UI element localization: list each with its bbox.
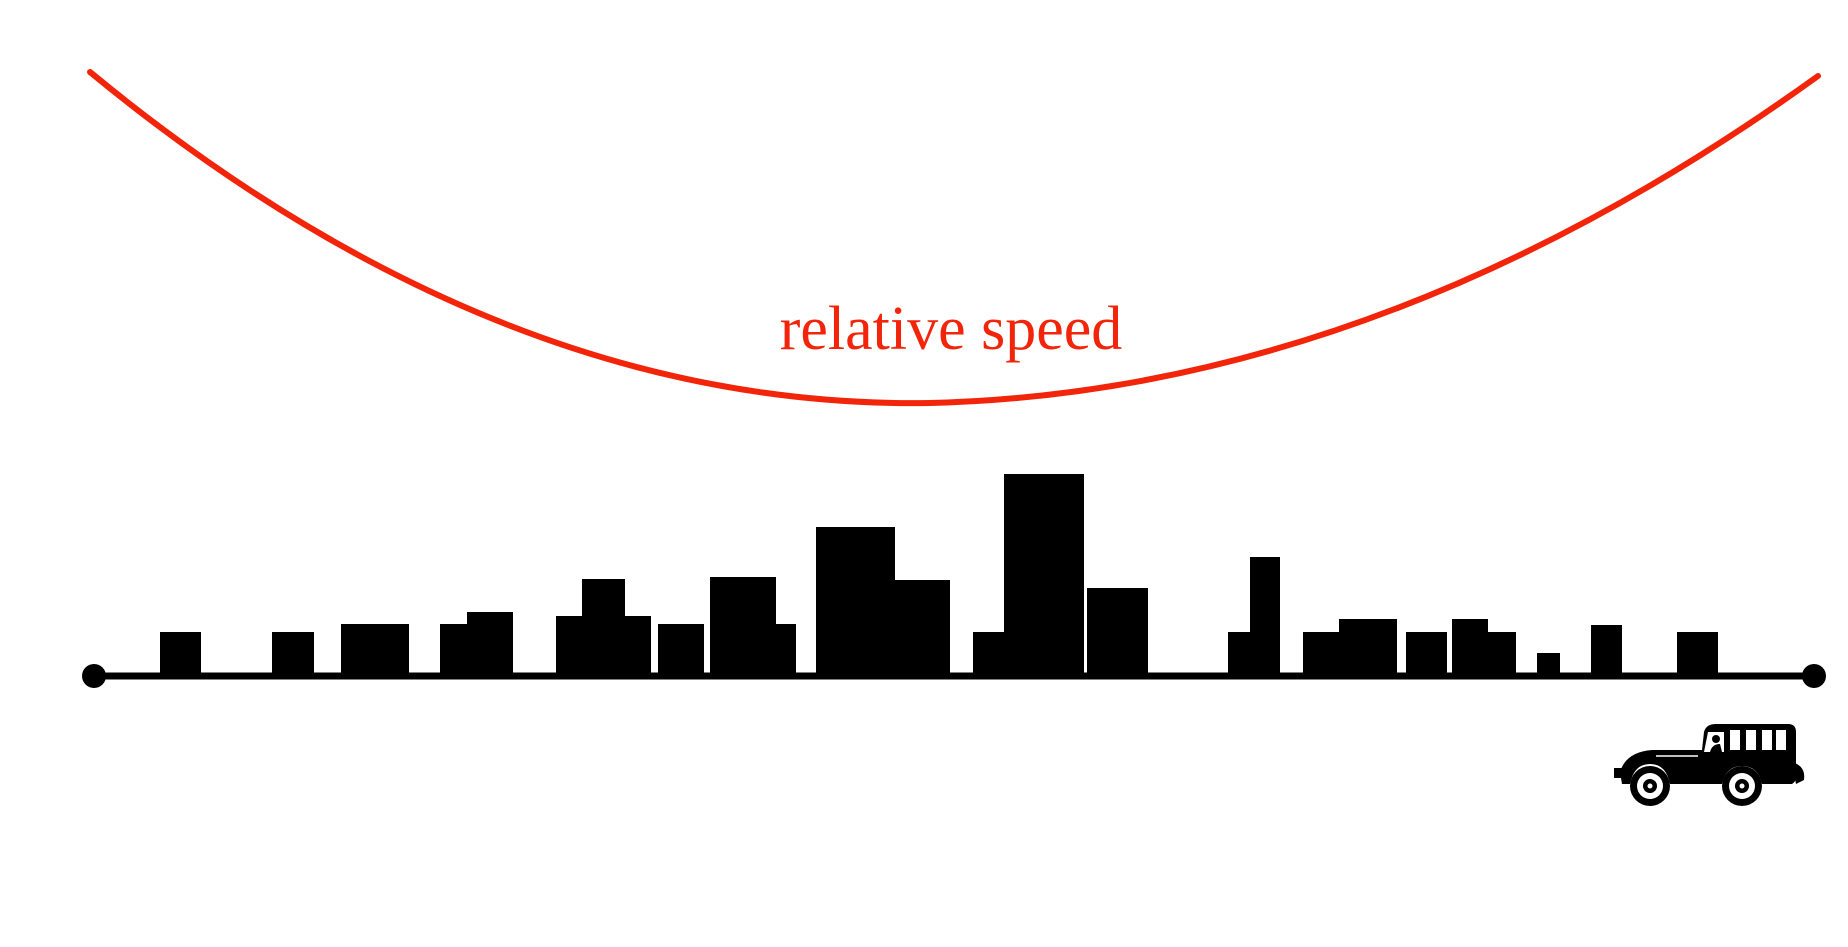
building-11: [776, 624, 796, 676]
building-10: [710, 577, 776, 676]
building-25: [1591, 625, 1622, 676]
city-skyline: [160, 474, 1718, 676]
building-16: [1087, 588, 1148, 676]
relative-speed-curve: [87, 69, 1821, 407]
road-start-point: [82, 664, 106, 688]
building-4: [440, 624, 470, 676]
building-5: [467, 612, 513, 676]
building-21: [1406, 632, 1447, 676]
building-23: [1486, 632, 1516, 676]
road-end-point: [1802, 664, 1826, 688]
building-17: [1228, 632, 1252, 676]
building-18: [1250, 557, 1280, 676]
building-13: [895, 580, 950, 676]
building-6: [556, 616, 584, 676]
building-2: [272, 632, 314, 676]
building-14: [973, 632, 1005, 676]
curve-label: relative speed: [780, 295, 1123, 363]
building-3: [341, 624, 409, 676]
building-22: [1452, 619, 1488, 676]
building-1: [160, 632, 201, 676]
building-26: [1677, 632, 1718, 676]
building-15: [1004, 474, 1084, 676]
building-19: [1303, 632, 1339, 676]
building-12: [816, 527, 895, 676]
building-20: [1339, 619, 1397, 676]
building-8: [625, 616, 651, 676]
building-9: [658, 624, 704, 676]
vintage-car-icon: [1614, 724, 1805, 806]
building-7: [582, 579, 625, 676]
building-24: [1537, 653, 1560, 676]
